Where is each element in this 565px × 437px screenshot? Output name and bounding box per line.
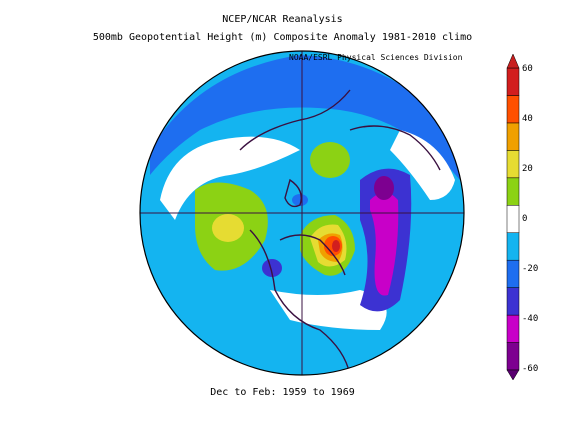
colorbar-segment xyxy=(506,150,520,179)
cb-label-0: 60 xyxy=(522,64,533,74)
white-zone-west xyxy=(160,136,300,220)
colorbar xyxy=(506,53,520,380)
cb-label-1: 40 xyxy=(522,114,533,124)
eurasia-coast-west xyxy=(239,89,351,151)
colorbar-segment xyxy=(506,205,520,233)
cb-label-2: 20 xyxy=(522,164,533,174)
credit-label: NOAA/ESRL Physical Sciences Division xyxy=(289,53,463,62)
colorbar-segment xyxy=(506,314,520,343)
white-zone-east xyxy=(390,130,455,200)
colorbar-segment xyxy=(506,259,520,288)
canada-negative xyxy=(262,259,282,277)
north-america-coast xyxy=(249,229,351,375)
coastlines xyxy=(239,89,441,375)
arctic-island xyxy=(284,178,302,208)
colorbar-segment xyxy=(506,95,520,124)
cb-label-3: 0 xyxy=(522,214,528,224)
colorbar-segment xyxy=(506,67,520,96)
cb-label-5: -40 xyxy=(522,314,539,324)
pacific-yellow xyxy=(212,214,244,242)
europe-coast xyxy=(349,125,441,171)
colorbar-segment xyxy=(506,287,520,316)
colorbar-min-arrow xyxy=(506,369,520,380)
colorbar-segment xyxy=(506,232,520,261)
cb-label-6: -60 xyxy=(522,364,539,374)
canada-coast xyxy=(279,234,346,276)
colorbar-max-arrow xyxy=(506,53,520,69)
upper-blue-band xyxy=(150,55,460,180)
map-title: NCEP/NCAR Reanalysis xyxy=(222,14,343,25)
siberia-positive xyxy=(310,142,350,178)
cb-label-4: -20 xyxy=(522,264,539,274)
colorbar-segment xyxy=(506,122,520,151)
time-period: Dec to Feb: 1959 to 1969 xyxy=(210,387,355,398)
colorbar-segment xyxy=(506,177,520,206)
map-outline xyxy=(139,50,465,376)
map-subtitle: 500mb Geopotential Height (m) Composite … xyxy=(92,32,473,43)
colorbar-segment xyxy=(506,342,520,371)
